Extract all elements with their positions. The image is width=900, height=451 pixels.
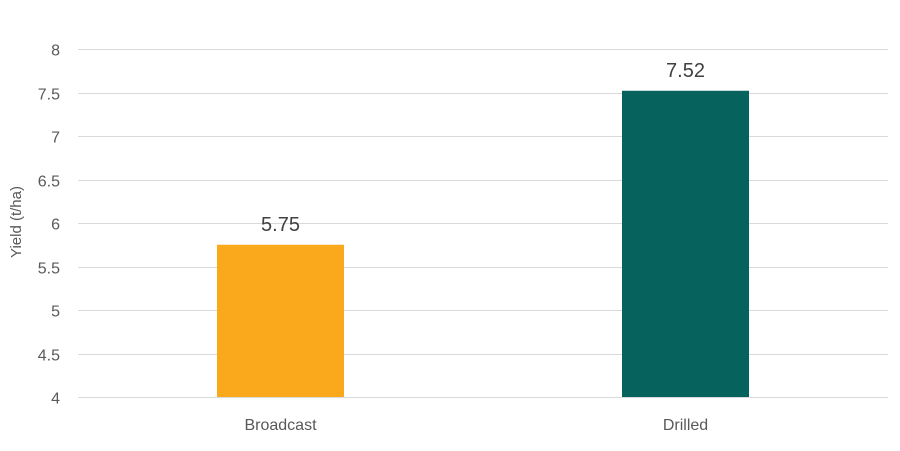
bar-drilled [622,90,749,397]
x-axis-categories: Broadcast Drilled [244,417,708,434]
y-tick-label: 8 [51,43,60,60]
data-labels: 5.75 7.52 [261,60,705,236]
y-axis-title: Yield (t/ha) [8,186,25,258]
bars [217,90,749,397]
x-category-label: Drilled [663,417,708,434]
y-tick-label: 6.5 [38,174,60,191]
gridlines [78,49,888,398]
y-tick-label: 5 [51,304,60,321]
data-label-drilled: 7.52 [666,60,705,82]
x-category-label: Broadcast [244,417,317,434]
data-label-broadcast: 5.75 [261,214,300,236]
bar-broadcast [217,244,344,397]
y-tick-label: 4.5 [38,348,60,365]
y-tick-label: 7.5 [38,87,60,104]
y-tick-label: 6 [51,217,60,234]
y-tick-label: 4 [51,391,60,408]
y-tick-label: 5.5 [38,261,60,278]
y-axis-ticks: 4 4.5 5 5.5 6 6.5 7 7.5 8 [38,43,60,408]
y-tick-label: 7 [51,130,60,147]
